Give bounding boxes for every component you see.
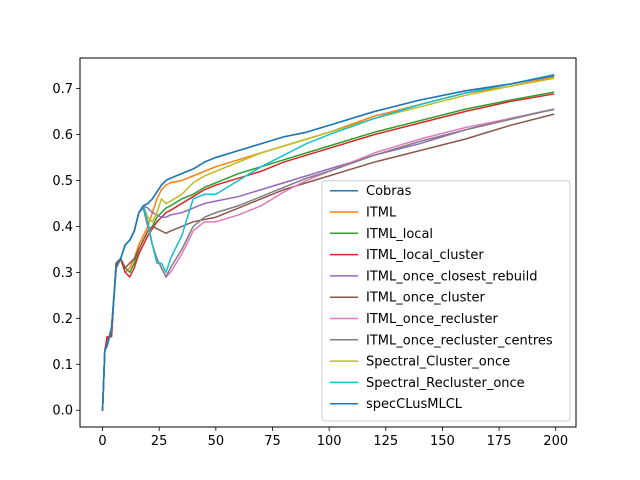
- x-tick-label: 175: [487, 434, 512, 449]
- legend-label: ITML_once_recluster_centres: [366, 333, 553, 348]
- x-tick-label: 50: [208, 434, 225, 449]
- series-line-specclusmlcl: [101, 74, 555, 412]
- legend-label: Spectral_Cluster_once: [366, 355, 510, 370]
- x-tick-label: 100: [317, 434, 342, 449]
- y-tick-label: 0.3: [52, 266, 73, 281]
- x-tick-label: 0: [98, 434, 106, 449]
- legend-label: ITML_once_cluster: [366, 291, 485, 306]
- x-tick-label: 75: [264, 434, 281, 449]
- y-tick-label: 0.0: [52, 404, 73, 419]
- legend: Cobras ITML ITML_local ITML_local_cluster IT…: [321, 180, 571, 422]
- x-tick-label: 200: [543, 434, 568, 449]
- y-tick-label: 0.4: [52, 220, 73, 235]
- legend-label: ITML_local_cluster: [366, 248, 484, 263]
- y-axis: 0.0 0.1 0.2 0.3 0.4 0.5 0.6 0.7: [52, 82, 80, 419]
- legend-label: ITML_once_recluster: [366, 312, 498, 327]
- y-tick-label: 0.5: [52, 174, 73, 189]
- x-tick-label: 25: [151, 434, 168, 449]
- legend-label: Cobras: [366, 184, 412, 199]
- y-tick-label: 0.1: [52, 358, 73, 373]
- legend-label: specCLusMLCL: [366, 397, 463, 412]
- legend-label: ITML_once_closest_rebuild: [366, 269, 537, 284]
- y-tick-label: 0.2: [52, 312, 73, 327]
- x-tick-label: 150: [430, 434, 455, 449]
- series-layer: [101, 73, 555, 412]
- x-axis: 0 25 50 75 100 125 150 175 200: [98, 427, 568, 449]
- legend-box: [321, 180, 571, 422]
- legend-label: ITML: [366, 206, 397, 221]
- y-tick-label: 0.7: [52, 82, 73, 97]
- y-tick-label: 0.6: [52, 128, 73, 143]
- axes-frame: [79, 57, 577, 428]
- legend-label: Spectral_Recluster_once: [366, 376, 525, 391]
- legend-label: ITML_local: [366, 227, 433, 242]
- x-tick-label: 125: [373, 434, 398, 449]
